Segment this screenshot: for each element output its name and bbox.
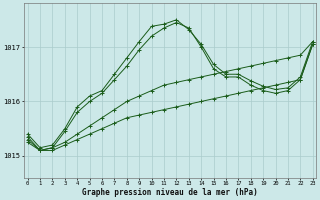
X-axis label: Graphe pression niveau de la mer (hPa): Graphe pression niveau de la mer (hPa): [82, 188, 258, 197]
